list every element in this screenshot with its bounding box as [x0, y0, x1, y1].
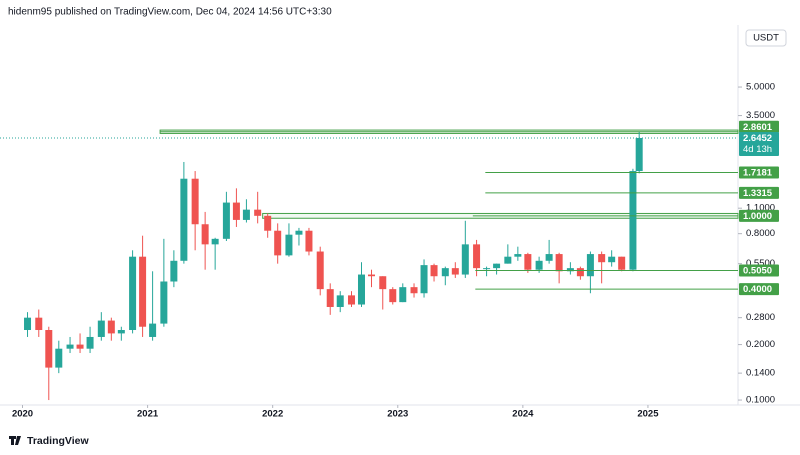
level-label: 1.3315	[743, 188, 773, 199]
candle-body	[305, 230, 313, 252]
candle-body	[586, 254, 594, 277]
candle-body	[336, 295, 344, 307]
level-label: 0.5050	[743, 265, 772, 276]
level-label: 0.4000	[743, 284, 772, 295]
candle-body	[347, 295, 355, 305]
candle-body	[545, 254, 553, 261]
level-label-box	[739, 283, 779, 296]
candle-body	[180, 178, 188, 261]
candle-body	[254, 209, 262, 216]
countdown: 4d 13h	[743, 144, 772, 155]
level-label-box	[739, 264, 779, 277]
candle-body	[451, 268, 459, 275]
candle-body	[608, 256, 616, 263]
candle-body	[264, 215, 272, 231]
candle-body	[201, 224, 209, 245]
candle-body	[160, 281, 168, 324]
candle-body	[149, 323, 157, 337]
y-tick-label: 0.8000	[746, 228, 775, 239]
candle-body	[107, 320, 115, 334]
x-tick-label: 2021	[137, 409, 159, 420]
candle-body	[129, 256, 137, 331]
candle-body	[97, 320, 105, 337]
y-tick-label: 0.1400	[746, 368, 775, 379]
candle-body	[66, 344, 74, 349]
candle-body	[635, 137, 643, 172]
candle-body	[274, 230, 282, 256]
candle-body	[566, 268, 574, 272]
candle-body	[35, 317, 43, 331]
candle-body	[86, 336, 94, 349]
candle-body	[76, 344, 84, 349]
candle-body	[598, 254, 606, 263]
candle-body	[316, 251, 324, 290]
candle-body	[535, 260, 543, 270]
y-tick-label: 0.1000	[746, 395, 775, 406]
candle-body	[232, 202, 240, 220]
level-label: 1.7181	[743, 168, 773, 179]
candle-body	[399, 287, 407, 303]
y-tick-label: 0.2800	[746, 312, 775, 323]
candle-body	[504, 256, 512, 264]
candle-body	[576, 268, 584, 277]
candle-body	[170, 260, 178, 282]
x-tick-label: 2024	[512, 409, 534, 420]
candle-body	[483, 268, 491, 270]
currency[interactable]: USDT	[753, 33, 779, 44]
y-tick-label: 1.1000	[746, 203, 775, 214]
candle-body	[389, 289, 397, 303]
x-tick-label: 2023	[387, 409, 408, 420]
x-tick-label: 2020	[12, 409, 33, 420]
currency-box[interactable]	[745, 29, 787, 47]
candle-body	[222, 202, 230, 239]
footer: TradingView	[27, 435, 89, 447]
candle-body	[430, 265, 438, 277]
x-tick-label: 2022	[262, 409, 283, 420]
candle-body	[410, 287, 418, 294]
candle-body	[629, 171, 637, 270]
candle-body	[295, 230, 303, 235]
level-label: 2.8601	[743, 122, 773, 133]
y-tick-label: 3.5000	[746, 110, 775, 121]
candle-body	[242, 209, 250, 220]
candle-body	[45, 330, 53, 368]
candle-body	[441, 268, 449, 277]
candle-body	[493, 263, 501, 269]
current-price-label: 2.6452	[743, 133, 772, 144]
y-tick-label: 0.5500	[746, 258, 775, 269]
candle-body	[618, 256, 626, 270]
level-label-box	[739, 120, 779, 133]
candle-body	[139, 256, 147, 327]
y-tick-label: 0.2000	[746, 339, 775, 350]
candle-body	[461, 244, 469, 275]
level-label-box	[739, 186, 779, 199]
candle-body	[555, 254, 563, 272]
candle-body	[117, 330, 125, 334]
level-label: 1.0000	[743, 211, 772, 222]
candle-body	[326, 289, 334, 307]
candle-body	[524, 254, 532, 270]
candle-body	[368, 274, 376, 277]
logo	[9, 436, 21, 445]
candle-body	[379, 276, 387, 290]
candle-body	[191, 178, 199, 225]
header: hidenm95 published on TradingView.com, D…	[8, 7, 332, 18]
candle-body	[357, 274, 365, 305]
level-label-box	[739, 166, 779, 179]
y-tick-label: 5.0000	[746, 82, 775, 93]
candle-body	[24, 317, 32, 331]
current-price-box	[739, 131, 779, 156]
candle-body	[420, 265, 428, 294]
candle-body	[514, 254, 522, 257]
candle-body	[211, 238, 219, 245]
candle-body	[55, 348, 63, 368]
level-label-box	[739, 209, 779, 222]
x-tick-label: 2025	[637, 409, 659, 420]
candle-body	[473, 244, 481, 269]
candle-body	[285, 234, 293, 256]
